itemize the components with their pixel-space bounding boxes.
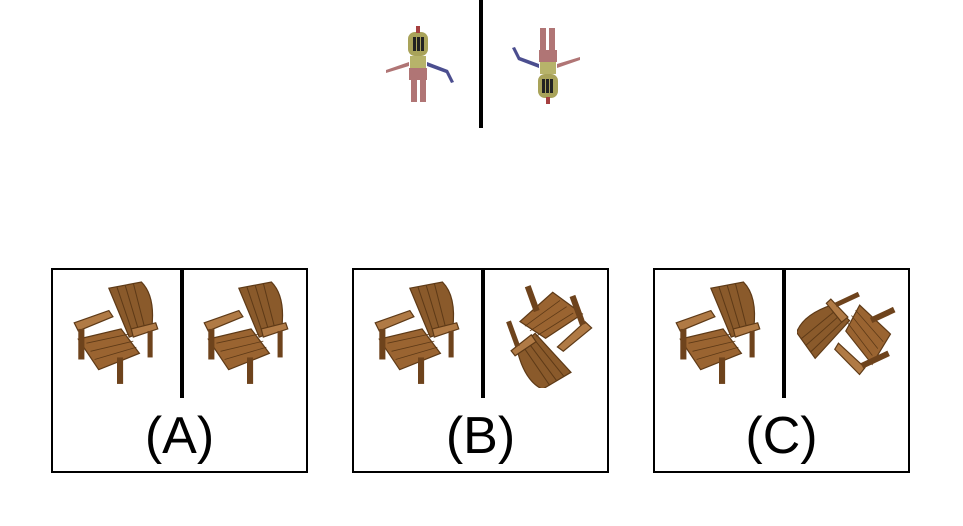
option-a-label: (A) [144, 407, 215, 465]
adirondack-chair-rotated-icon [498, 278, 598, 388]
option-a[interactable]: (A) [51, 268, 308, 473]
option-b-label: (B) [445, 407, 516, 465]
option-a-divider [180, 270, 184, 398]
option-c-label: (C) [745, 407, 818, 465]
adirondack-chair-icon [675, 281, 761, 385]
option-b-divider [481, 270, 485, 398]
reference-pair [370, 0, 600, 130]
adirondack-chair-icon [374, 281, 460, 385]
option-b[interactable]: (B) [352, 268, 609, 473]
knight-figure-upright-icon [386, 26, 454, 102]
option-c[interactable]: (C) [653, 268, 910, 473]
reference-divider [479, 0, 483, 128]
adirondack-chair-rotated-icon [797, 280, 905, 386]
option-c-divider [782, 270, 786, 398]
adirondack-chair-icon [73, 281, 159, 385]
adirondack-chair-icon [203, 281, 289, 385]
knight-figure-upside-down-icon [512, 28, 580, 104]
